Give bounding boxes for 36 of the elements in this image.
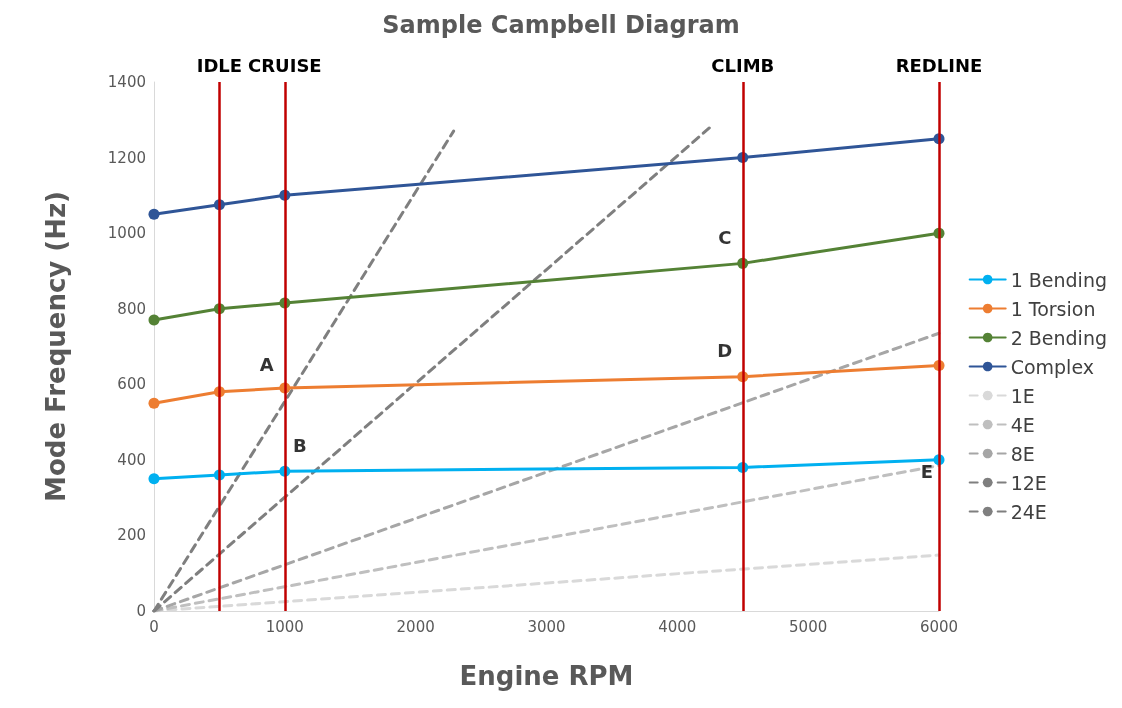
- y-axis-title: Mode Frequency (Hz): [41, 191, 71, 502]
- legend-label: 24E: [1010, 500, 1047, 523]
- x-tick-label: 1000: [265, 617, 304, 636]
- y-tick-label: 400: [117, 450, 146, 469]
- annotation: D: [717, 340, 733, 362]
- legend-label: 1 Bending: [1010, 268, 1108, 291]
- x-tick-label: 0: [149, 617, 159, 636]
- legend-label: 12E: [1010, 471, 1047, 494]
- x-tick-label: 5000: [789, 617, 828, 636]
- x-tick-label: 6000: [919, 617, 959, 636]
- y-tick-label: 200: [117, 526, 146, 545]
- y-tick-label: 1000: [107, 224, 146, 243]
- ref-line-label: CRUISE: [248, 54, 322, 76]
- x-tick-label: 4000: [658, 617, 697, 636]
- annotation: E: [920, 461, 934, 483]
- x-tick-label: 3000: [527, 617, 566, 636]
- ref-line-label: IDLE: [196, 54, 243, 76]
- legend-label: Complex: [1010, 355, 1095, 378]
- annotation: B: [292, 434, 307, 456]
- y-tick-label: 1400: [107, 73, 146, 91]
- chart-title: Sample Campbell Diagram: [382, 11, 740, 39]
- legend-label: 4E: [1010, 413, 1035, 436]
- annotation: C: [718, 226, 732, 248]
- y-tick-label: 800: [117, 299, 146, 318]
- ref-line-label: REDLINE: [895, 54, 983, 76]
- x-axis-title: Engine RPM: [459, 661, 634, 691]
- legend-label: 1 Torsion: [1010, 297, 1096, 320]
- y-tick-label: 1200: [107, 148, 146, 167]
- legend-label: 2 Bending: [1010, 326, 1108, 349]
- ref-line-label: CLIMB: [711, 54, 775, 76]
- annotation: A: [259, 353, 274, 375]
- x-tick-label: 2000: [396, 617, 435, 636]
- y-tick-label: 600: [117, 375, 146, 394]
- y-tick-label: 0: [136, 602, 146, 620]
- legend-label: 8E: [1010, 442, 1035, 465]
- legend-label: 1E: [1010, 384, 1035, 407]
